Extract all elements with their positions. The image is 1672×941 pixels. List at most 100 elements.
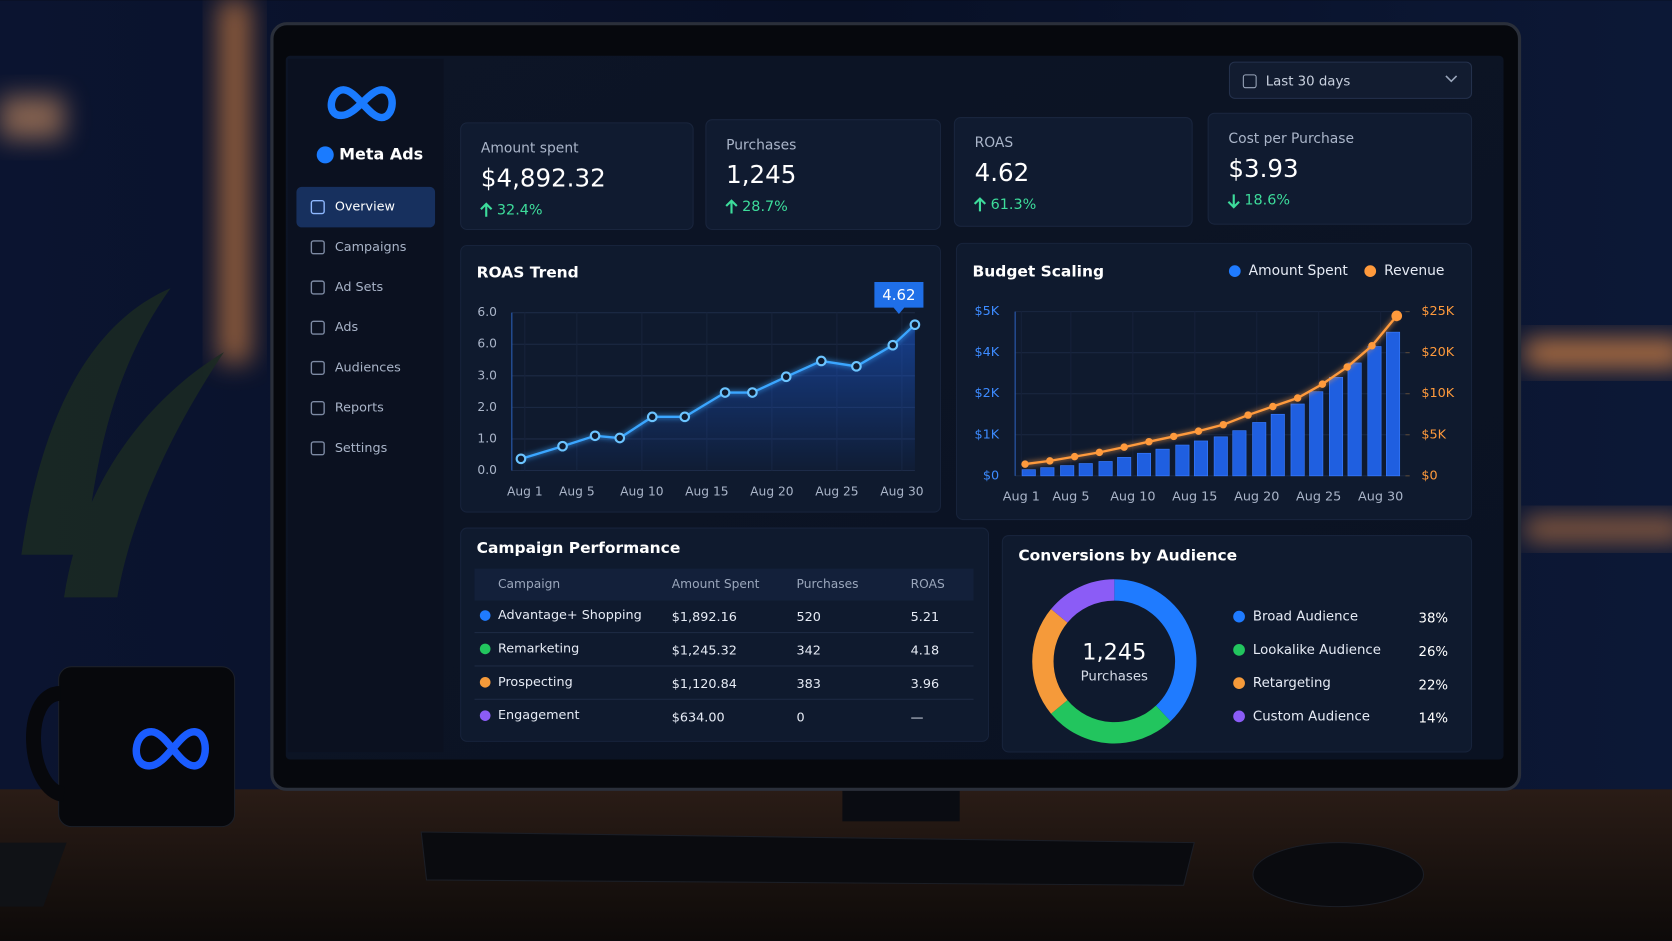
bar — [1232, 430, 1247, 477]
bar — [1021, 469, 1036, 477]
bar — [1270, 413, 1285, 477]
point — [815, 355, 827, 367]
bar — [1329, 376, 1344, 477]
date-dropdown[interactable]: Last 30 days — [1228, 61, 1473, 99]
center-value: 1,245 — [1082, 639, 1146, 665]
table-cell: $634.00 — [672, 710, 725, 725]
nav-label: Audiences — [335, 360, 401, 375]
point — [1120, 443, 1128, 451]
bar — [1290, 403, 1305, 477]
bar — [1060, 465, 1075, 477]
bar — [1117, 457, 1132, 477]
point — [614, 432, 626, 444]
kpi-change: 18.6% — [1244, 193, 1290, 209]
x-tick-label: Aug 15 — [685, 484, 728, 498]
table-cell: 3.96 — [911, 677, 939, 692]
y2-tick-label: $5K — [1421, 427, 1446, 442]
x-tick-label: Aug 30 — [1358, 490, 1403, 505]
sidebar — [287, 58, 444, 753]
x-tick-label: Aug 25 — [815, 484, 858, 498]
point — [1219, 420, 1228, 429]
dashboard: Meta Ads Overview Campaigns Ad Sets Ads Audie… — [296, 61, 1473, 753]
brand-name: Meta Ads — [339, 144, 423, 163]
kpi-value: 1,245 — [726, 160, 796, 189]
donut-segment — [1051, 579, 1115, 623]
point — [1145, 437, 1153, 446]
point — [1095, 448, 1104, 457]
point — [1391, 310, 1403, 322]
y2-tick-label: $25K — [1421, 304, 1454, 319]
table-row[interactable]: Engagement $634.00 0 — — [479, 708, 924, 725]
bar — [1078, 463, 1093, 477]
nav-item[interactable]: Ads — [310, 320, 359, 335]
table-cell: 4.18 — [911, 644, 939, 659]
column-header: Purchases — [797, 577, 859, 591]
table-cell: Engagement — [498, 708, 580, 723]
nav-icon — [310, 441, 325, 456]
keyboard — [420, 831, 1195, 886]
kpi-card — [1207, 112, 1473, 225]
legend-dot — [1233, 710, 1245, 723]
x-tick-label: Aug 1 — [1003, 490, 1040, 505]
legend-dot — [1364, 265, 1377, 277]
table-cell: $1,892.16 — [672, 610, 737, 625]
legend-dot — [1233, 610, 1245, 623]
mug — [58, 666, 236, 828]
table-row[interactable]: Remarketing $1,245.32 342 4.18 — [474, 641, 974, 667]
nav-item[interactable]: Reports — [310, 401, 384, 416]
bar — [1309, 391, 1324, 477]
bar — [1098, 461, 1113, 477]
bar — [1347, 362, 1362, 477]
nav-highlight — [296, 186, 436, 228]
bar — [1193, 440, 1208, 477]
table-cell: $1,120.84 — [672, 677, 737, 692]
nav-label: Ads — [335, 320, 359, 335]
nav-item[interactable]: Audiences — [310, 360, 401, 375]
legend-label: Amount Spent — [1249, 263, 1349, 279]
nav-item[interactable]: Overview — [296, 186, 436, 228]
row-dot — [479, 643, 491, 655]
point — [747, 387, 758, 398]
table-cell: — — [911, 710, 924, 725]
row-dot — [479, 676, 491, 688]
point — [1046, 457, 1054, 465]
nav-label: Reports — [335, 401, 384, 416]
table-row[interactable]: Advantage+ Shopping $1,892.16 520 5.21 — [474, 608, 974, 634]
donut-segment — [1051, 700, 1171, 744]
kpi-card — [460, 122, 694, 231]
point — [1244, 411, 1252, 419]
table-cell: Advantage+ Shopping — [498, 608, 642, 623]
point — [1269, 402, 1277, 411]
x-tick-label: Aug 5 — [559, 484, 595, 498]
point — [851, 361, 862, 372]
point — [679, 411, 691, 423]
nav-item[interactable]: Campaigns — [310, 240, 407, 255]
point — [1368, 342, 1376, 350]
bar — [1155, 448, 1170, 477]
line — [1024, 315, 1398, 466]
kpi-change: 28.7% — [742, 199, 788, 215]
kpi-label: Amount spent — [481, 140, 579, 156]
y-tick-label: 6.0 — [477, 337, 496, 351]
point — [515, 453, 527, 465]
bar — [1367, 346, 1382, 477]
column-header: Amount Spent — [672, 577, 760, 591]
y-tick-label: $5K — [974, 304, 999, 319]
x-tick-label: Aug 20 — [1234, 490, 1279, 505]
nav-item[interactable]: Ad Sets — [310, 280, 384, 295]
y2-tick-label: $10K — [1421, 386, 1454, 401]
x-tick-label: Aug 25 — [1296, 490, 1341, 505]
chevron — [1445, 75, 1458, 83]
point — [1169, 432, 1178, 441]
y2-tick-label: $0 — [1421, 468, 1437, 483]
table-cell: 520 — [797, 610, 821, 625]
legend-dot — [1228, 265, 1241, 277]
table-row[interactable]: Prospecting $1,120.84 383 3.96 — [474, 675, 974, 700]
legend-dot — [1233, 643, 1245, 656]
x-tick-label: Aug 15 — [1172, 490, 1217, 505]
nav-item[interactable]: Settings — [310, 441, 388, 456]
kpi-arrow — [1227, 194, 1240, 209]
table-cell: 342 — [797, 644, 821, 659]
column-header: ROAS — [911, 577, 945, 591]
